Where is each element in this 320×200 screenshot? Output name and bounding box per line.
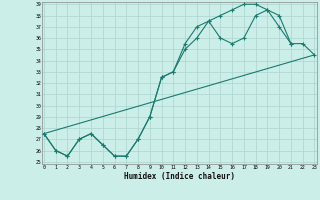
X-axis label: Humidex (Indice chaleur): Humidex (Indice chaleur) [124,172,235,181]
